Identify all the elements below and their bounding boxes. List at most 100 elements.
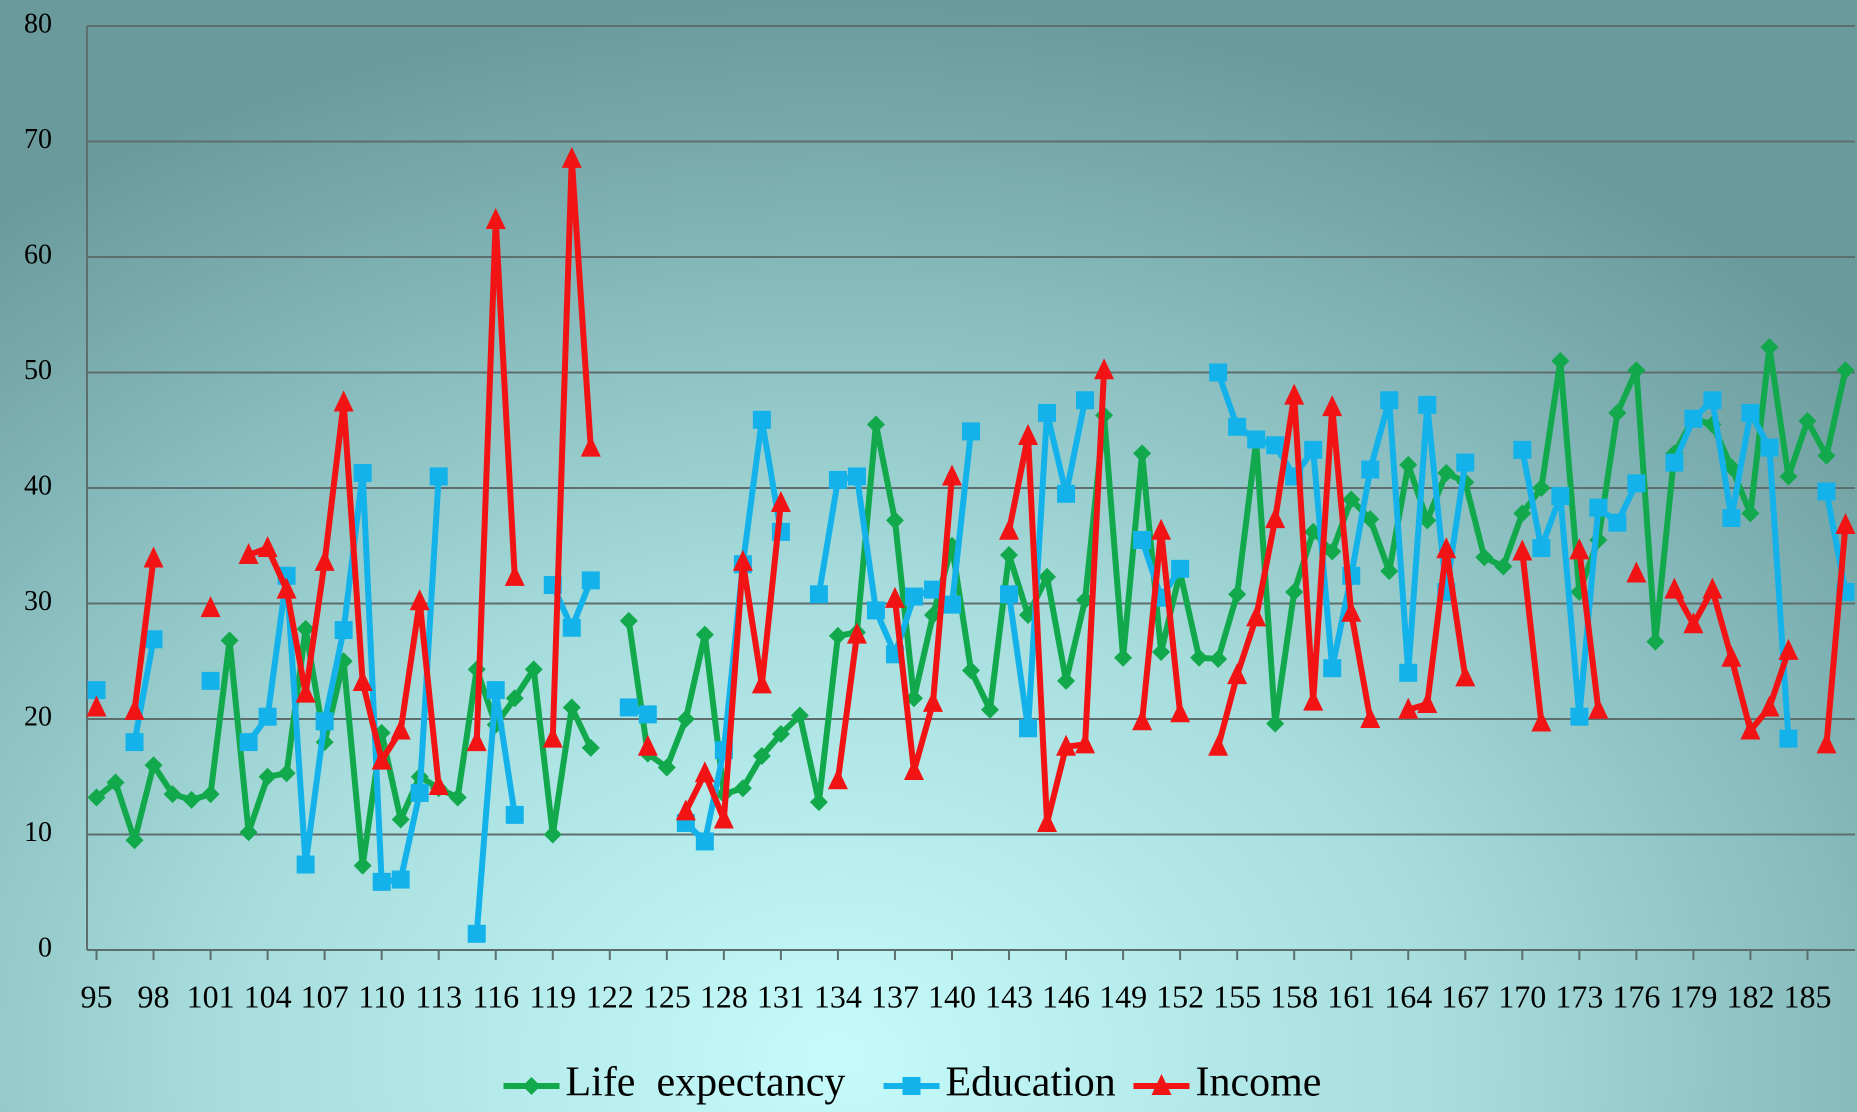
- y-tick-label: 50: [24, 355, 52, 386]
- marker: [220, 631, 239, 650]
- marker: [409, 589, 430, 611]
- marker: [1380, 562, 1399, 581]
- marker: [87, 788, 106, 807]
- marker: [713, 807, 734, 829]
- legend-label: Income: [1196, 1060, 1322, 1106]
- marker: [1285, 582, 1304, 601]
- marker: [1741, 403, 1760, 422]
- y-tick-label: 10: [24, 817, 52, 848]
- y-tick-label: 20: [24, 701, 52, 732]
- x-tick-label: 185: [1783, 978, 1831, 1014]
- x-tick-label: 128: [700, 978, 748, 1014]
- y-tick-label: 40: [24, 470, 52, 501]
- marker: [295, 681, 316, 703]
- marker: [1456, 453, 1475, 472]
- marker: [1817, 446, 1836, 465]
- marker: [429, 467, 448, 486]
- marker: [353, 463, 372, 482]
- marker: [904, 587, 923, 606]
- marker: [637, 734, 658, 756]
- marker: [124, 698, 145, 720]
- series-line: [1823, 524, 1849, 745]
- marker: [1702, 577, 1723, 599]
- marker: [695, 625, 714, 644]
- x-tick-label: 152: [1156, 978, 1204, 1014]
- series-line: [247, 399, 442, 787]
- y-tick-label: 30: [24, 586, 52, 617]
- marker: [619, 698, 638, 717]
- x-tick-label: 131: [757, 978, 805, 1014]
- marker: [87, 681, 106, 700]
- marker: [353, 856, 372, 875]
- marker: [1532, 539, 1551, 558]
- marker: [1760, 438, 1779, 457]
- marker: [1399, 455, 1418, 474]
- x-tick-label: 113: [415, 978, 462, 1014]
- marker: [922, 690, 943, 712]
- marker: [1703, 391, 1722, 410]
- marker: [561, 146, 582, 168]
- marker: [885, 511, 904, 530]
- marker: [1798, 412, 1817, 431]
- x-tick-label: 176: [1612, 978, 1660, 1014]
- marker: [847, 467, 866, 486]
- marker: [485, 208, 506, 230]
- marker: [143, 546, 164, 568]
- marker: [1266, 436, 1285, 455]
- marker: [657, 758, 676, 777]
- marker: [1075, 732, 1096, 754]
- marker: [942, 595, 961, 614]
- marker: [1779, 467, 1798, 486]
- marker: [391, 810, 410, 829]
- marker: [352, 670, 373, 692]
- marker: [1684, 409, 1703, 428]
- marker: [770, 491, 791, 513]
- marker: [884, 586, 905, 608]
- marker: [562, 618, 581, 637]
- marker: [581, 571, 600, 590]
- marker: [1133, 530, 1152, 549]
- marker: [201, 785, 220, 804]
- marker: [1626, 561, 1647, 583]
- marker: [1627, 474, 1646, 493]
- marker: [125, 831, 144, 850]
- marker: [1475, 548, 1494, 567]
- marker: [296, 619, 315, 638]
- marker: [543, 825, 562, 844]
- marker: [163, 785, 182, 804]
- marker: [1019, 719, 1038, 738]
- y-tick-label: 0: [38, 932, 52, 963]
- marker: [1836, 361, 1855, 380]
- marker: [1455, 665, 1476, 687]
- marker: [410, 783, 429, 802]
- marker: [466, 730, 487, 752]
- marker: [1151, 1074, 1172, 1095]
- marker: [1437, 463, 1456, 482]
- marker: [1038, 567, 1057, 586]
- marker: [1741, 504, 1760, 523]
- marker: [467, 924, 486, 943]
- marker: [371, 748, 392, 770]
- y-tick-label: 70: [24, 124, 52, 155]
- marker: [1247, 430, 1266, 449]
- marker: [866, 415, 885, 434]
- marker: [1056, 734, 1077, 756]
- marker: [144, 756, 163, 775]
- marker: [904, 689, 923, 708]
- marker: [1608, 513, 1627, 532]
- marker: [1646, 632, 1665, 651]
- marker: [866, 601, 885, 620]
- marker: [1000, 585, 1019, 604]
- marker: [771, 725, 790, 744]
- marker: [1512, 539, 1533, 561]
- marker: [638, 705, 657, 724]
- marker: [1361, 510, 1380, 529]
- marker: [239, 823, 258, 842]
- marker: [1360, 707, 1381, 728]
- y-tick-label: 80: [24, 8, 52, 39]
- marker: [239, 733, 258, 752]
- marker: [695, 832, 714, 851]
- marker: [1170, 701, 1191, 723]
- x-tick-label: 179: [1669, 978, 1717, 1014]
